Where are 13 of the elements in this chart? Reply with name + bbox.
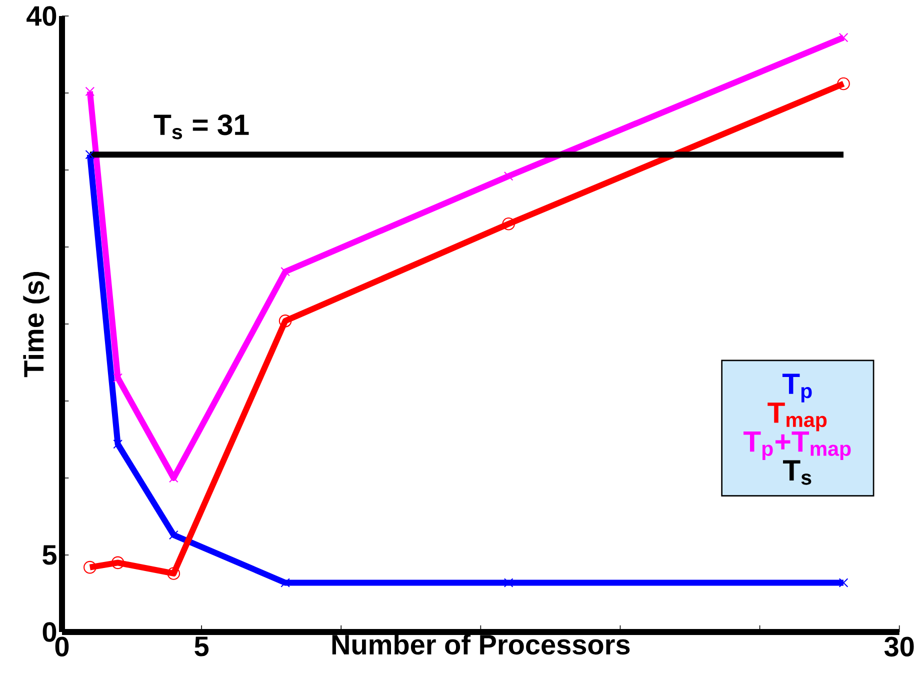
- text: T$_{s}$: [783, 460, 812, 485]
- x-tick-label: 5: [194, 636, 209, 656]
- text: T$_{map}$: [768, 402, 827, 432]
- y-tick-label: 0: [42, 622, 56, 642]
- y-tick-label: 5: [42, 545, 56, 565]
- x-axis-title: Number of Processors: [332, 634, 630, 655]
- text: T$_{p}$: [782, 374, 812, 402]
- y-tick-label: 40: [26, 6, 56, 26]
- y-axis-title: Time (s): [23, 272, 50, 378]
- x-tick-label: 30: [884, 636, 914, 657]
- annotation: T$_{s}$ = 31: [154, 114, 249, 140]
- text: T$_{p}$+T$_{map}$: [743, 431, 851, 460]
- x-tick-label: 0: [55, 636, 69, 657]
